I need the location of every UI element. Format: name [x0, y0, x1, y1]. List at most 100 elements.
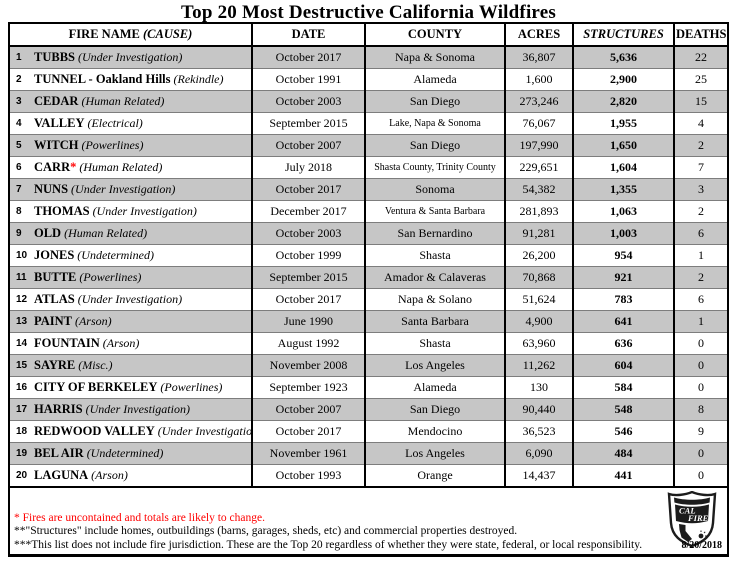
deaths-cell: 2 — [673, 200, 727, 223]
header-cause-label: (CAUSE) — [142, 27, 193, 41]
fire-name-cell: 4 VALLEY (Electrical) — [10, 112, 252, 135]
col-header-date: DATE — [251, 24, 365, 47]
county-cell: Los Angeles — [364, 354, 505, 377]
deaths-cell: 6 — [673, 288, 727, 311]
rank-number: 4 — [16, 117, 22, 129]
table-row: 10 JONES (Undetermined) October 1999 Shasta… — [10, 244, 727, 267]
date-cell: September 2015 — [251, 112, 365, 135]
rank-number: 17 — [16, 403, 28, 415]
table-row: 4 VALLEY (Electrical) September 2015 Lake, … — [10, 112, 727, 135]
county-cell: San Diego — [364, 398, 505, 421]
fire-cause: (Under Investigation) — [82, 401, 190, 416]
rank-number: 16 — [16, 381, 28, 393]
fire-name: WITCH — [34, 137, 79, 152]
fire-name-cell: 18 REDWOOD VALLEY (Under Investigation) — [10, 420, 252, 443]
fire-name-cell: 14 FOUNTAIN (Arson) — [10, 332, 252, 355]
structures-cell: 1,955 — [572, 112, 674, 135]
county-cell: Alameda — [364, 68, 505, 91]
table-row: 3 CEDAR (Human Related) October 2003 San Di… — [10, 90, 727, 113]
fire-cause: (Human Related) — [78, 93, 165, 108]
fire-cause: (Undetermined) — [74, 247, 154, 262]
acres-cell: 130 — [504, 376, 573, 399]
table-row: 11 BUTTE (Powerlines) September 2015 Amador… — [10, 266, 727, 289]
county-cell: Shasta — [364, 244, 505, 267]
rank-number: 19 — [16, 447, 28, 459]
date-cell: October 2017 — [251, 46, 365, 69]
fire-name-cell: 8 THOMAS (Under Investigation) — [10, 200, 252, 223]
deaths-cell: 0 — [673, 442, 727, 465]
fire-cause: (Rekindle) — [170, 71, 224, 86]
rank-number: 6 — [16, 161, 22, 173]
fire-name-cell: 1 TUBBS (Under Investigation) — [10, 46, 252, 69]
wildfire-table-grid: FIRE NAME (CAUSE) DATE COUNTY ACRES STRU… — [10, 24, 727, 486]
county-cell: San Bernardino — [364, 222, 505, 245]
fire-name: OLD — [34, 225, 62, 240]
fire-cause: (Arson) — [71, 313, 112, 328]
rank-number: 5 — [16, 139, 22, 151]
structures-cell: 1,604 — [572, 156, 674, 179]
rank-number: 11 — [16, 271, 27, 283]
page-title: Top 20 Most Destructive California Wildf… — [181, 2, 556, 23]
county-cell: Alameda — [364, 376, 505, 399]
deaths-cell: 9 — [673, 420, 727, 443]
structures-cell: 1,003 — [572, 222, 674, 245]
table-row: 6 CARR* (Human Related) July 2018 Shasta Co… — [10, 156, 727, 179]
date-cell: September 2015 — [251, 266, 365, 289]
deaths-cell: 3 — [673, 178, 727, 201]
table-row: 2 TUNNEL - Oakland Hills (Rekindle) Octobe… — [10, 68, 727, 91]
fire-cause: (Undetermined) — [83, 445, 164, 460]
fire-name-cell: 15 SAYRE (Misc.) — [10, 354, 252, 377]
fire-name-cell: 7 NUNS (Under Investigation) — [10, 178, 252, 201]
date-cell: November 2008 — [251, 354, 365, 377]
table-body: 1 TUBBS (Under Investigation) October 2017… — [10, 46, 727, 486]
date-cell: August 1992 — [251, 332, 365, 355]
fire-name: FOUNTAIN — [34, 335, 100, 350]
fire-name: THOMAS — [34, 203, 90, 218]
fire-cause: (Electrical) — [84, 115, 143, 130]
col-header-fire-name: FIRE NAME (CAUSE) — [10, 24, 252, 47]
structures-cell: 2,820 — [572, 90, 674, 113]
acres-cell: 90,440 — [504, 398, 573, 421]
rank-number: 13 — [16, 315, 28, 327]
uncontained-asterisk: * — [70, 159, 77, 174]
structures-cell: 641 — [572, 310, 674, 333]
county-cell: San Diego — [364, 90, 505, 113]
structures-cell: 921 — [572, 266, 674, 289]
header-fire-name-label: FIRE NAME — [68, 27, 140, 41]
acres-cell: 76,067 — [504, 112, 573, 135]
rank-number: 7 — [16, 183, 22, 195]
fire-name: BUTTE — [34, 269, 77, 284]
fire-name-cell: 2 TUNNEL - Oakland Hills (Rekindle) — [10, 68, 252, 91]
county-cell: Napa & Solano — [364, 288, 505, 311]
cal-fire-logo-icon: CAL FIRE — [666, 490, 718, 548]
acres-cell: 273,246 — [504, 90, 573, 113]
rank-number: 9 — [16, 227, 22, 239]
table-row: 12 ATLAS (Under Investigation) October 201… — [10, 288, 727, 311]
rank-number: 8 — [16, 205, 22, 217]
fire-name-cell: 17 HARRIS (Under Investigation) — [10, 398, 252, 421]
table-row: 18 REDWOOD VALLEY (Under Investigation) Oc… — [10, 420, 727, 443]
date-cell: October 2017 — [251, 178, 365, 201]
fire-name: SAYRE — [34, 357, 76, 372]
fire-cause: (Under Investigation) — [75, 49, 183, 64]
date-cell: October 2017 — [251, 288, 365, 311]
table-row: 1 TUBBS (Under Investigation) October 2017… — [10, 46, 727, 69]
date-cell: July 2018 — [251, 156, 365, 179]
footnote-jurisdiction: ***This list does not include fire juris… — [14, 538, 643, 551]
rank-number: 18 — [16, 425, 28, 437]
fire-cause: (Under Investigation) — [74, 291, 183, 306]
fire-name: VALLEY — [34, 115, 85, 130]
report-date: 8/20/2018 — [681, 540, 722, 551]
table-row: 7 NUNS (Under Investigation) October 2017 S… — [10, 178, 727, 201]
acres-cell: 70,868 — [504, 266, 573, 289]
table-footer: * Fires are uncontained and totals are l… — [10, 486, 727, 554]
fire-name-cell: 3 CEDAR (Human Related) — [10, 90, 252, 113]
deaths-cell: 7 — [673, 156, 727, 179]
structures-cell: 604 — [572, 354, 674, 377]
fire-name-cell: 16 CITY OF BERKELEY (Powerlines) — [10, 376, 252, 399]
date-cell: November 1961 — [251, 442, 365, 465]
fire-cause: (Under Investigation) — [68, 181, 176, 196]
table-row: 5 WITCH (Powerlines) October 2007 San Diego… — [10, 134, 727, 157]
county-cell: Shasta — [364, 332, 505, 355]
